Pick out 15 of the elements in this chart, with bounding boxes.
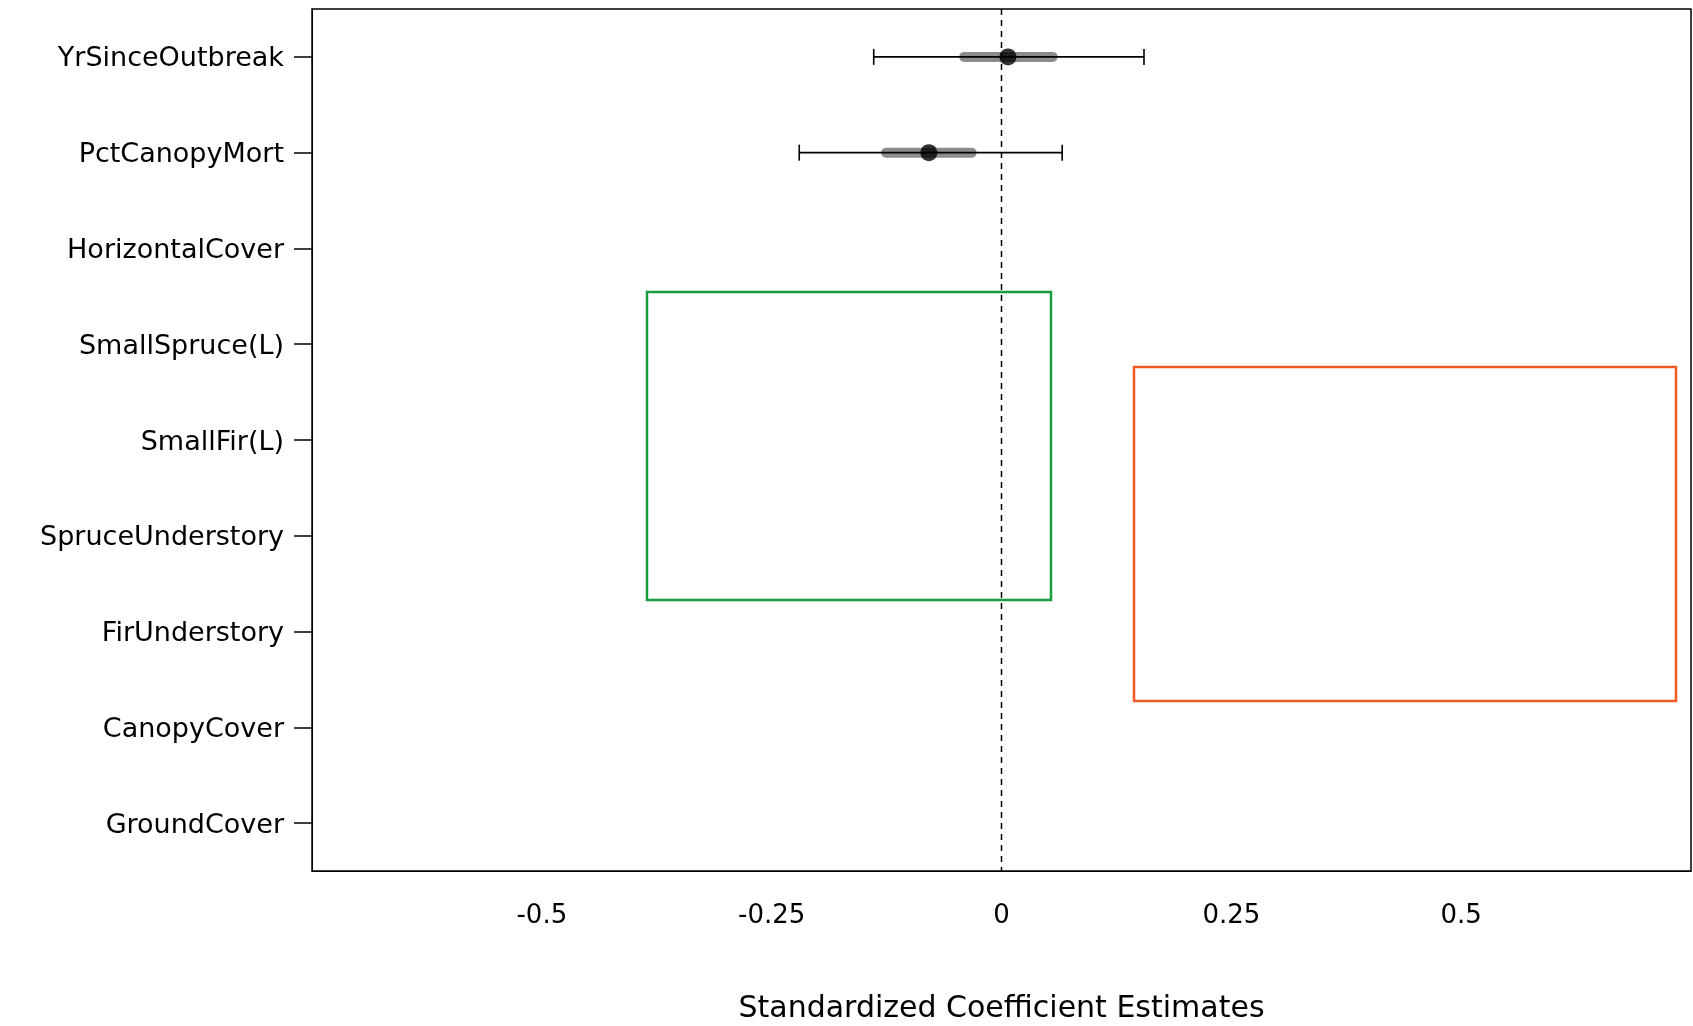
x-axis-title: Standardized Coefficient Estimates — [738, 988, 1265, 1024]
x-tick-label: -0.5 — [516, 899, 568, 929]
y-tick-label: SmallSpruce(L) — [78, 328, 284, 360]
y-tick-label: PctCanopyMort — [78, 137, 284, 169]
y-tick-label: FirUnderstory — [101, 616, 285, 648]
y-tick-label: SpruceUnderstory — [40, 520, 285, 552]
x-tick-label: 0.25 — [1202, 899, 1261, 929]
x-tick-label: 0 — [993, 899, 1010, 929]
y-tick-label: CanopyCover — [102, 711, 285, 743]
y-tick-label: SmallFir(L) — [140, 424, 284, 456]
y-tick-label: GroundCover — [105, 807, 285, 839]
x-tick-label: -0.25 — [738, 899, 806, 929]
y-tick-label: YrSinceOutbreak — [56, 41, 285, 73]
x-tick-label: 0.5 — [1440, 899, 1482, 929]
y-tick-label: HorizontalCover — [67, 232, 285, 264]
